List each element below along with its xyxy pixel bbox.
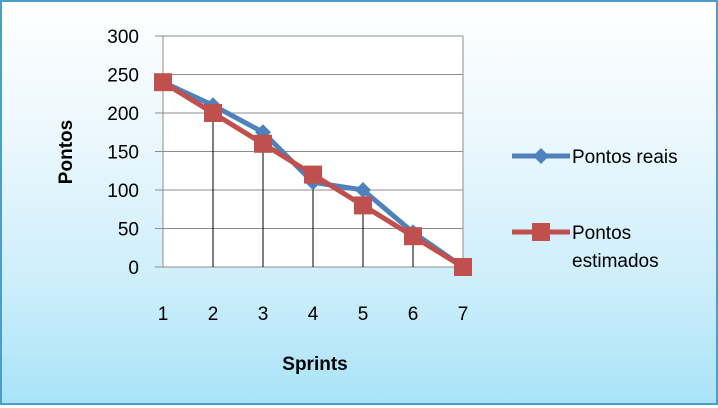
data-point bbox=[404, 227, 422, 246]
data-point bbox=[304, 165, 322, 184]
y-tick-label: 250 bbox=[107, 66, 139, 87]
y-axis-title: Pontos bbox=[56, 120, 77, 184]
x-tick-label: 6 bbox=[408, 304, 419, 325]
legend-label: Pontos reais bbox=[572, 147, 678, 168]
y-axis-ticks: 0 50 100 150 200 250 300 bbox=[107, 27, 139, 279]
legend-marker bbox=[533, 148, 549, 164]
x-tick-label: 7 bbox=[458, 304, 469, 325]
data-point bbox=[354, 196, 372, 215]
legend-marker bbox=[532, 223, 550, 241]
x-tick-label: 5 bbox=[358, 304, 369, 325]
series-lines bbox=[154, 73, 472, 276]
y-tick-label: 100 bbox=[107, 181, 139, 202]
y-tick-label: 200 bbox=[107, 104, 139, 125]
data-point bbox=[355, 182, 371, 198]
x-axis-title: Sprints bbox=[282, 354, 347, 375]
legend: Pontos reais Pontos estimados bbox=[512, 147, 678, 272]
x-tick-label: 1 bbox=[158, 304, 169, 325]
data-point bbox=[154, 73, 172, 92]
y-tick-label: 0 bbox=[128, 258, 139, 279]
y-tick-label: 300 bbox=[107, 27, 139, 48]
x-axis-ticks: 1 2 3 4 5 6 7 bbox=[158, 304, 469, 325]
y-tick-label: 50 bbox=[118, 220, 139, 241]
x-tick-label: 3 bbox=[258, 304, 269, 325]
drop-lines bbox=[212, 105, 414, 267]
x-tick-label: 2 bbox=[208, 304, 219, 325]
legend-label: Pontos estimados bbox=[572, 223, 659, 272]
data-point bbox=[204, 104, 222, 122]
data-point bbox=[454, 258, 472, 276]
data-point bbox=[254, 134, 272, 153]
x-tick-label: 4 bbox=[308, 304, 319, 325]
y-tick-label: 150 bbox=[107, 143, 139, 164]
